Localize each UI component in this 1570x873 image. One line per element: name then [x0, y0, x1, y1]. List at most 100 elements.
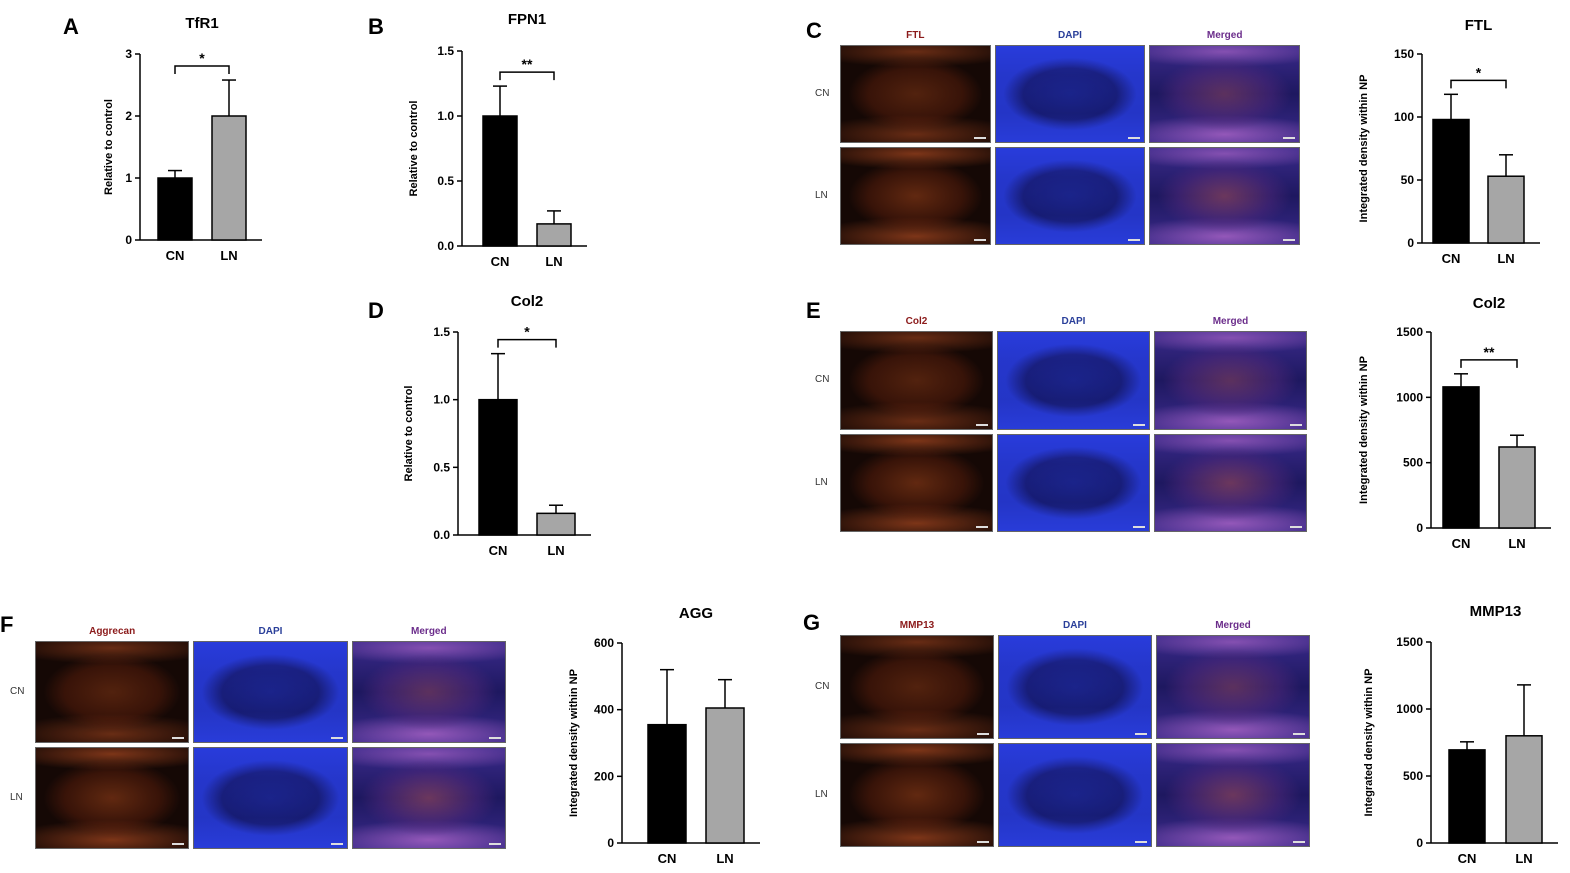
x-tick-label: LN: [545, 254, 562, 269]
micrograph-dapi-cn: [193, 641, 348, 743]
micrograph-col2-ln: [840, 433, 993, 532]
bar-ln: [211, 115, 247, 241]
significance-marker: **: [1484, 344, 1495, 360]
micrograph-dapi-ln: [994, 147, 1146, 245]
micrograph-merged-cn: [1149, 45, 1300, 143]
x-tick-label: LN: [716, 851, 733, 866]
x-tick-label: LN: [1515, 851, 1532, 866]
significance-marker: **: [522, 56, 533, 72]
micrograph-dapi-cn: [997, 331, 1150, 430]
bar-ln: [1505, 735, 1543, 844]
row-label-cn: CN: [815, 88, 830, 99]
y-tick-label: 1.5: [433, 325, 450, 339]
micrograph-mmp13-cn: [840, 635, 994, 739]
column-header-dapi: DAPI: [258, 626, 283, 637]
bar-ln: [1498, 446, 1536, 529]
scale-bar: [1290, 423, 1302, 426]
y-tick-label: 0: [1416, 521, 1423, 535]
x-tick-label: CN: [489, 543, 508, 558]
y-tick-label: 150: [1394, 47, 1414, 61]
micrograph-aggrecan-cn: [35, 641, 190, 743]
micrograph-grid-c: FTL DAPI Merged CN LN: [805, 30, 1300, 245]
scale-bar: [1133, 526, 1145, 528]
column-header-merged: Merged: [1206, 30, 1243, 41]
column-header-merged: Merged: [1215, 620, 1251, 631]
scale-bar: [973, 239, 986, 241]
micrograph-merged-ln: [351, 747, 506, 849]
scale-bar: [330, 843, 343, 845]
y-tick-label: 0.0: [437, 239, 454, 253]
micrograph-merged-cn: [1154, 331, 1307, 430]
micrograph-merged-cn: [1156, 635, 1310, 739]
panel-letter-f: F: [0, 612, 14, 637]
y-tick-label: 100: [1394, 110, 1414, 124]
significance-bracket: [174, 65, 230, 75]
micrograph-merged-ln: [1154, 433, 1307, 532]
y-axis-label: Integrated density within NP: [1363, 669, 1375, 817]
bar-cn: [478, 398, 518, 536]
x-tick-label: CN: [1458, 851, 1477, 866]
micrograph-grid-g: MMP13 DAPI Merged CN LN: [805, 620, 1310, 847]
chart-title: FPN1: [508, 11, 546, 28]
bar-cn: [647, 723, 687, 844]
significance-marker: *: [1476, 64, 1482, 80]
bar-ln: [536, 223, 572, 247]
bar-ln: [536, 512, 576, 536]
significance-bracket: [1450, 79, 1507, 89]
y-tick-label: 600: [594, 636, 614, 650]
micrograph-dapi-cn: [998, 635, 1152, 739]
micrograph-merged-cn: [351, 641, 506, 743]
micrograph-ftl-cn: [840, 45, 991, 143]
scale-bar: [1133, 423, 1145, 426]
scale-bar: [1135, 841, 1147, 843]
y-tick-label: 0.0: [433, 528, 450, 542]
micrograph-col2-cn: [840, 331, 993, 430]
y-tick-label: 1500: [1396, 325, 1423, 339]
micrograph-dapi-cn: [994, 45, 1146, 143]
chart-title: Col2: [1473, 295, 1506, 312]
scale-bar: [172, 843, 185, 845]
row-label-cn: CN: [815, 681, 830, 692]
y-axis-label: Integrated density within NP: [568, 669, 580, 817]
column-header-merged: Merged: [1212, 316, 1249, 327]
x-tick-label: LN: [220, 248, 237, 263]
y-tick-label: 1000: [1396, 390, 1423, 404]
column-header-dapi: DAPI: [1061, 316, 1086, 327]
micrograph-dapi-ln: [193, 747, 348, 849]
column-header-ftl: FTL: [906, 30, 925, 41]
significance-bracket: [497, 338, 557, 348]
x-tick-label: CN: [1442, 251, 1461, 266]
scale-bar: [973, 137, 986, 139]
panel-letter-a: A: [63, 14, 79, 39]
x-tick-label: CN: [658, 851, 677, 866]
bar-chart-mmp13: MMP13 Integrated density within NP 0 500 100…: [1363, 603, 1558, 866]
y-tick-label: 2: [125, 109, 132, 123]
row-label-cn: CN: [10, 686, 25, 697]
scale-bar: [488, 843, 501, 845]
chart-title: FTL: [1465, 17, 1493, 34]
significance-bracket: [1460, 359, 1518, 368]
bar-cn: [1432, 118, 1470, 244]
chart-title: MMP13: [1470, 603, 1522, 620]
bar-cn: [157, 177, 193, 241]
panel-letter-c: C: [806, 18, 822, 43]
scale-bar: [330, 737, 343, 739]
x-tick-label: LN: [547, 543, 564, 558]
y-axis-label: Relative to control: [403, 386, 415, 482]
micrograph-dapi-ln: [998, 743, 1152, 847]
y-tick-label: 50: [1401, 173, 1415, 187]
row-label-ln: LN: [10, 792, 23, 803]
y-tick-label: 500: [1403, 456, 1423, 470]
y-axis-label: Integrated density within NP: [1358, 75, 1370, 223]
bar-cn: [1448, 749, 1486, 844]
scale-bar: [1282, 239, 1295, 241]
scale-bar: [1128, 239, 1141, 241]
y-tick-label: 0: [1416, 836, 1423, 850]
column-header-mmp13: MMP13: [899, 620, 935, 631]
scale-bar: [1293, 841, 1305, 843]
y-axis-label: Relative to control: [103, 99, 115, 195]
chart-title: Col2: [511, 293, 544, 310]
bar-chart-tfr1: TfR1 Relative to control 0 1 2 3 CN LN *: [103, 15, 262, 263]
row-label-ln: LN: [815, 476, 828, 488]
x-tick-label: LN: [1497, 251, 1514, 266]
